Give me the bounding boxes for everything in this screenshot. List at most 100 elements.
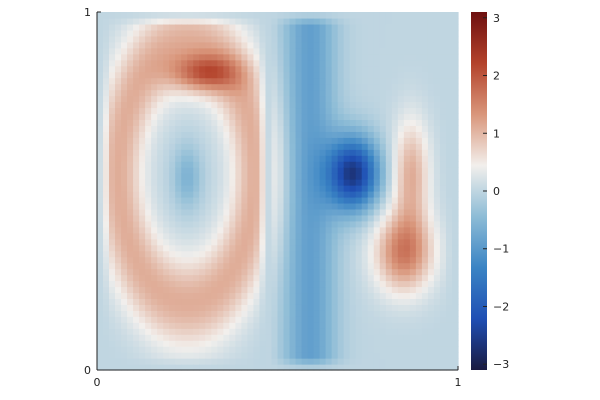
heatmap-cell	[313, 17, 321, 25]
heatmap-cell	[139, 95, 146, 103]
heatmap-cell	[355, 89, 363, 97]
heatmap-cell	[361, 322, 369, 329]
heatmap-cell	[289, 340, 297, 347]
heatmap-cell	[277, 113, 285, 120]
heatmap-cell	[433, 83, 441, 91]
heatmap-cell	[139, 107, 146, 115]
heatmap-cell	[139, 286, 146, 294]
heatmap-cell	[181, 334, 188, 341]
heatmap-cell	[427, 35, 435, 43]
heatmap-cell	[97, 238, 104, 246]
heatmap-cell	[175, 71, 182, 79]
heatmap-cell	[427, 346, 435, 353]
heatmap-cell	[121, 35, 128, 43]
heatmap-cell	[367, 17, 375, 25]
heatmap-cell	[133, 125, 140, 132]
heatmap-cell	[343, 12, 351, 19]
heatmap-cell	[433, 179, 441, 186]
heatmap-cell	[97, 95, 104, 103]
heatmap-cell	[169, 47, 176, 55]
heatmap-cell	[187, 286, 194, 294]
heatmap-cell	[307, 95, 315, 103]
heatmap-cell	[355, 77, 363, 85]
heatmap-cell	[229, 220, 236, 228]
heatmap-cell	[379, 274, 387, 282]
heatmap-cell	[319, 232, 327, 240]
heatmap-cell	[295, 161, 303, 168]
heatmap-cell	[187, 364, 194, 371]
heatmap-cell	[241, 328, 249, 335]
heatmap-cell	[115, 310, 122, 317]
heatmap-cell	[163, 298, 170, 305]
heatmap-cell	[337, 113, 345, 120]
heatmap-cell	[307, 226, 315, 234]
heatmap-cell	[325, 65, 333, 73]
heatmap-cell	[223, 77, 230, 85]
heatmap-cell	[277, 244, 285, 252]
heatmap-cell	[265, 358, 273, 365]
heatmap-cell	[319, 191, 327, 198]
heatmap-cell	[157, 89, 164, 97]
heatmap-cell	[385, 202, 393, 210]
heatmap-cell	[337, 107, 345, 115]
heatmap-cell	[271, 65, 279, 73]
heatmap-cell	[271, 143, 279, 150]
heatmap-cell	[403, 250, 411, 258]
heatmap-cell	[241, 256, 249, 264]
heatmap-cell	[289, 364, 297, 371]
heatmap-cell	[289, 232, 297, 240]
heatmap-cell	[199, 35, 206, 43]
heatmap-cell	[199, 167, 206, 174]
heatmap-cell	[109, 238, 116, 246]
heatmap-cell	[379, 244, 387, 252]
heatmap-cell	[289, 238, 297, 246]
heatmap-cell	[259, 364, 267, 371]
heatmap-cell	[163, 346, 170, 353]
heatmap-cell	[199, 196, 206, 204]
heatmap-cell	[247, 298, 255, 305]
heatmap-cell	[319, 89, 327, 97]
heatmap-cell	[337, 238, 345, 246]
heatmap-cell	[235, 334, 242, 341]
heatmap-cell	[115, 298, 122, 305]
heatmap-cell	[427, 95, 435, 103]
heatmap-cell	[379, 310, 387, 317]
heatmap-cell	[349, 196, 357, 204]
heatmap-cell	[343, 179, 351, 186]
heatmap-cell	[253, 185, 261, 192]
heatmap-cell	[265, 95, 273, 103]
heatmap-cell	[127, 364, 134, 371]
heatmap-cell	[181, 316, 188, 323]
heatmap-cell	[103, 119, 110, 126]
x-tick-label: 1	[455, 376, 462, 389]
heatmap-cell	[349, 274, 357, 282]
heatmap-cell	[391, 119, 399, 126]
heatmap-cell	[229, 262, 236, 270]
heatmap-cell	[103, 41, 110, 49]
heatmap-cell	[373, 191, 381, 198]
heatmap-cell	[337, 316, 345, 323]
heatmap-cell	[391, 250, 399, 258]
heatmap-cell	[451, 346, 459, 353]
heatmap-cell	[295, 202, 303, 210]
heatmap-cell	[415, 214, 423, 222]
heatmap-cell	[151, 310, 158, 317]
heatmap-cell	[325, 71, 333, 79]
heatmap-cell	[367, 232, 375, 240]
heatmap-cell	[337, 95, 345, 103]
heatmap-cell	[313, 77, 321, 85]
heatmap-cell	[163, 208, 170, 216]
heatmap-cell	[97, 226, 104, 234]
heatmap-cell	[127, 250, 134, 258]
heatmap-cell	[307, 352, 315, 359]
heatmap-cell	[379, 304, 387, 311]
heatmap-cell	[115, 196, 122, 204]
heatmap-cell	[205, 268, 212, 276]
heatmap-cell	[193, 244, 200, 252]
heatmap-cell	[343, 107, 351, 115]
heatmap-cell	[445, 173, 453, 180]
heatmap-cell	[283, 95, 291, 103]
heatmap-cell	[379, 89, 387, 97]
heatmap-cell	[229, 304, 236, 311]
heatmap-cell	[397, 41, 405, 49]
